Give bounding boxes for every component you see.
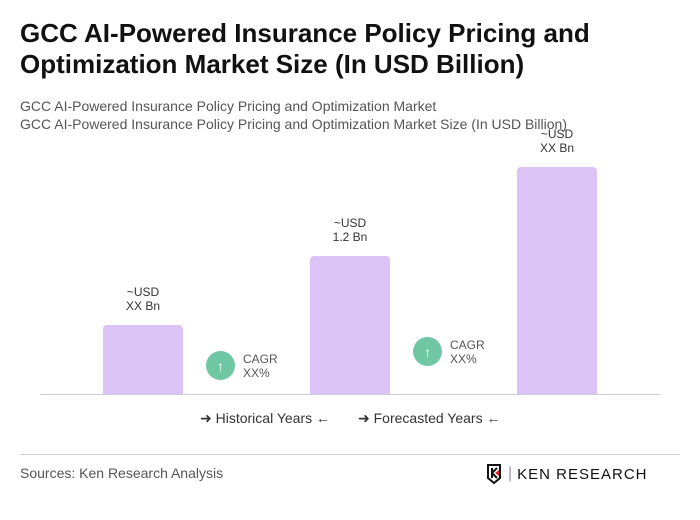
logo-icon (487, 464, 501, 484)
data-label-line: ~USD (126, 285, 160, 299)
cagr-badge: ↑ CAGR XX% (206, 351, 278, 380)
subtitle-2: GCC AI-Powered Insurance Policy Pricing … (20, 116, 567, 132)
divider (20, 454, 680, 455)
legend-label: Historical Years (215, 410, 313, 426)
cagr-badge: ↑ CAGR XX% (413, 337, 485, 366)
x-axis (40, 394, 660, 395)
sources: Sources: Ken Research Analysis (20, 465, 224, 481)
bar (517, 167, 597, 394)
arrow-up-icon: ↑ (206, 351, 235, 380)
cagr-label: CAGR (243, 351, 278, 366)
arrow-up-icon: ↑ (413, 337, 442, 366)
legend-historical: ➜ Historical Years ← (200, 410, 331, 426)
data-label-line: 1.2 Bn (332, 230, 368, 244)
data-label-line: XX Bn (539, 141, 575, 156)
bar (103, 325, 183, 394)
legend-label: Forecasted Years (373, 410, 483, 426)
bar (310, 256, 390, 394)
data-label: ~USD 1.2 Bn (290, 216, 410, 244)
data-label-line: XX Bn (125, 299, 161, 313)
cagr-value: XX% (243, 365, 270, 380)
chart-title: GCC AI-Powered Insurance Policy Pricing … (20, 18, 590, 79)
ken-research-logo: | KEN RESEARCH (486, 464, 648, 484)
data-label: ~USD XX Bn (497, 127, 617, 155)
data-label-line: ~USD (333, 216, 367, 230)
subtitle: GCC AI-Powered Insurance Policy Pricing … (20, 98, 437, 114)
data-label-line: ~USD (540, 127, 574, 142)
data-label: ~USD XX Bn (83, 285, 203, 313)
legend-forecasted: ➜ Forecasted Years ← (358, 410, 501, 426)
cagr-value: XX% (450, 351, 477, 366)
cagr-label: CAGR (450, 337, 485, 352)
